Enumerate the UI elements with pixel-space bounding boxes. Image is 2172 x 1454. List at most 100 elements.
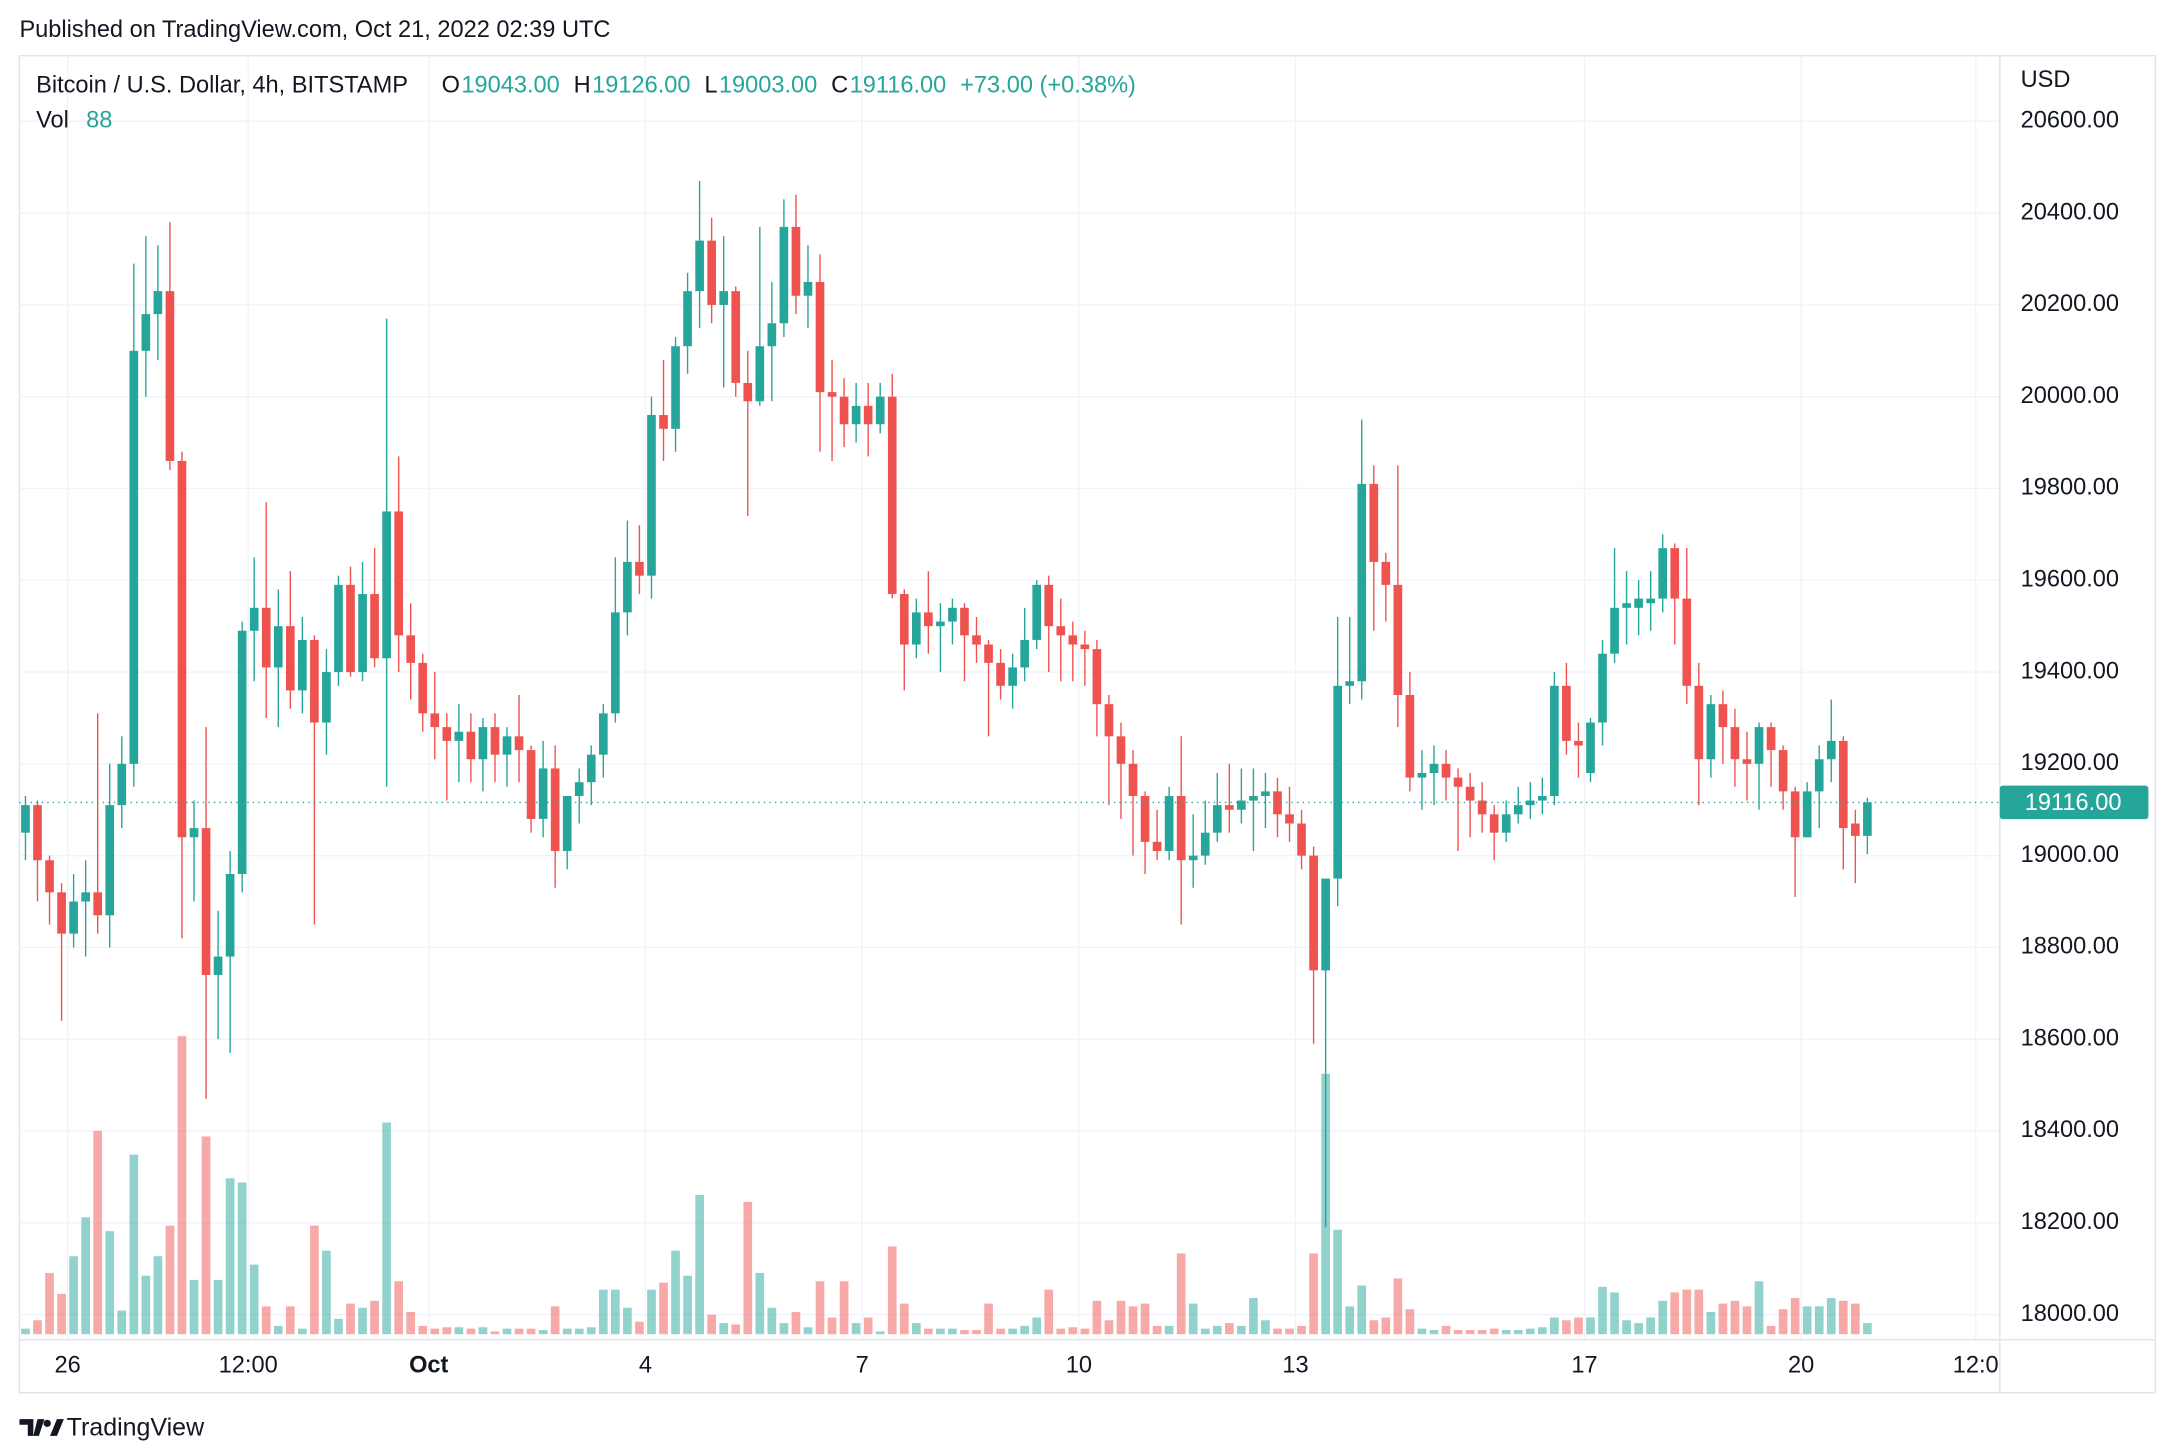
volume-bar	[1032, 1317, 1042, 1335]
candle-body	[1261, 791, 1270, 796]
volume-bar	[1140, 1303, 1150, 1335]
volume-bar	[1766, 1325, 1776, 1335]
volume-bar	[442, 1327, 452, 1335]
candle-body	[1056, 626, 1066, 636]
x-tick-label: 20	[1788, 1352, 1814, 1378]
candle-body	[755, 346, 765, 402]
candle-body	[249, 607, 259, 631]
volume-bar	[1309, 1253, 1318, 1335]
volume-bar	[683, 1275, 692, 1335]
volume-bar	[538, 1330, 548, 1335]
candle-body	[1357, 483, 1367, 682]
volume-bar	[57, 1293, 66, 1335]
candle-body	[779, 226, 789, 324]
volume-bar	[779, 1323, 789, 1335]
candle-body	[1249, 795, 1258, 801]
chart-frame	[18, 55, 2157, 1394]
volume-value: 88	[86, 107, 112, 133]
candle-body	[1622, 603, 1631, 608]
candle-body	[1164, 795, 1174, 852]
brand-logo	[19, 1419, 64, 1436]
candle-body	[1718, 704, 1728, 728]
legend-value: 19126.00	[592, 73, 690, 99]
volume-bar	[1092, 1300, 1102, 1335]
volume-bar	[695, 1194, 704, 1335]
volume-bar	[960, 1330, 969, 1335]
candle-body	[478, 727, 488, 760]
candle-body	[1706, 704, 1716, 760]
candle-body	[1393, 584, 1403, 695]
y-tick-label: 19800.00	[2021, 475, 2119, 501]
volume-bar	[310, 1225, 319, 1335]
volume-bar	[1008, 1328, 1017, 1335]
candle-body	[1020, 639, 1030, 668]
candle-body	[406, 635, 416, 663]
candle-body	[1730, 727, 1740, 760]
volume-bar	[177, 1036, 187, 1335]
candle-body	[1646, 598, 1656, 604]
volume-bar	[1802, 1306, 1812, 1335]
candle-body	[911, 612, 921, 645]
volume-bar	[285, 1306, 295, 1335]
candle-body	[1766, 727, 1776, 751]
candle-body	[1116, 736, 1126, 764]
candle-body	[1345, 681, 1355, 686]
volume-bar	[213, 1279, 223, 1335]
volume-bar	[1838, 1300, 1848, 1335]
candle-body	[1104, 704, 1114, 737]
candle-body	[1237, 800, 1246, 810]
volume-bar	[1634, 1323, 1643, 1335]
x-tick-label: 26	[54, 1352, 80, 1378]
legend-value: 19116.00	[850, 73, 947, 99]
candle-body	[1658, 548, 1668, 599]
volume-bar	[1574, 1317, 1583, 1335]
candle-body	[1092, 649, 1102, 705]
candle-body	[1441, 763, 1451, 778]
candle-body	[1128, 763, 1138, 796]
candle-body	[767, 323, 777, 347]
volume-bar	[1237, 1325, 1246, 1335]
candle-body	[1598, 653, 1607, 723]
volume-bar	[1429, 1330, 1439, 1335]
candle-body	[924, 612, 933, 627]
volume-bar	[1730, 1300, 1740, 1335]
published-note: Published on TradingView.com, Oct 21, 20…	[19, 17, 610, 43]
candle-body	[358, 594, 367, 673]
y-tick-label: 18200.00	[2021, 1209, 2119, 1235]
candle-body	[899, 594, 909, 645]
candle-body	[586, 754, 596, 783]
candle-body	[659, 415, 668, 429]
volume-bar	[1706, 1311, 1716, 1335]
candle-body	[502, 736, 512, 755]
brand-name: TradingView	[67, 1414, 205, 1442]
candle-body	[153, 291, 163, 315]
volume-bar	[1646, 1317, 1656, 1335]
y-tick-label: 18400.00	[2021, 1117, 2119, 1143]
legend-key: O	[442, 73, 460, 99]
candle-body	[695, 240, 704, 292]
candle-body	[1080, 644, 1090, 650]
candle-body	[334, 584, 343, 673]
candle-body	[141, 314, 151, 351]
ohlc-legend: O 19043.00 H 19126.00 L 19003.00 C 19116.00 +73.…	[442, 73, 1136, 99]
volume-bar	[586, 1327, 596, 1335]
candle-body	[189, 828, 199, 838]
candle-body	[237, 630, 247, 874]
volume-bar	[1224, 1323, 1234, 1335]
legend-key: C	[831, 73, 848, 99]
volume-bar	[334, 1318, 343, 1335]
volume-bar	[105, 1231, 115, 1335]
volume-bar	[1850, 1303, 1860, 1335]
volume-bar	[81, 1217, 90, 1335]
candle-body	[33, 805, 42, 861]
volume-bar	[454, 1327, 464, 1335]
volume-bar	[1080, 1328, 1090, 1335]
volume-bar	[1477, 1330, 1487, 1335]
volume-bar	[875, 1331, 885, 1335]
volume-bar	[478, 1327, 488, 1335]
volume-bar	[358, 1307, 367, 1335]
candle-body	[418, 662, 428, 714]
candle-body	[683, 291, 692, 347]
candle-body	[815, 281, 825, 393]
